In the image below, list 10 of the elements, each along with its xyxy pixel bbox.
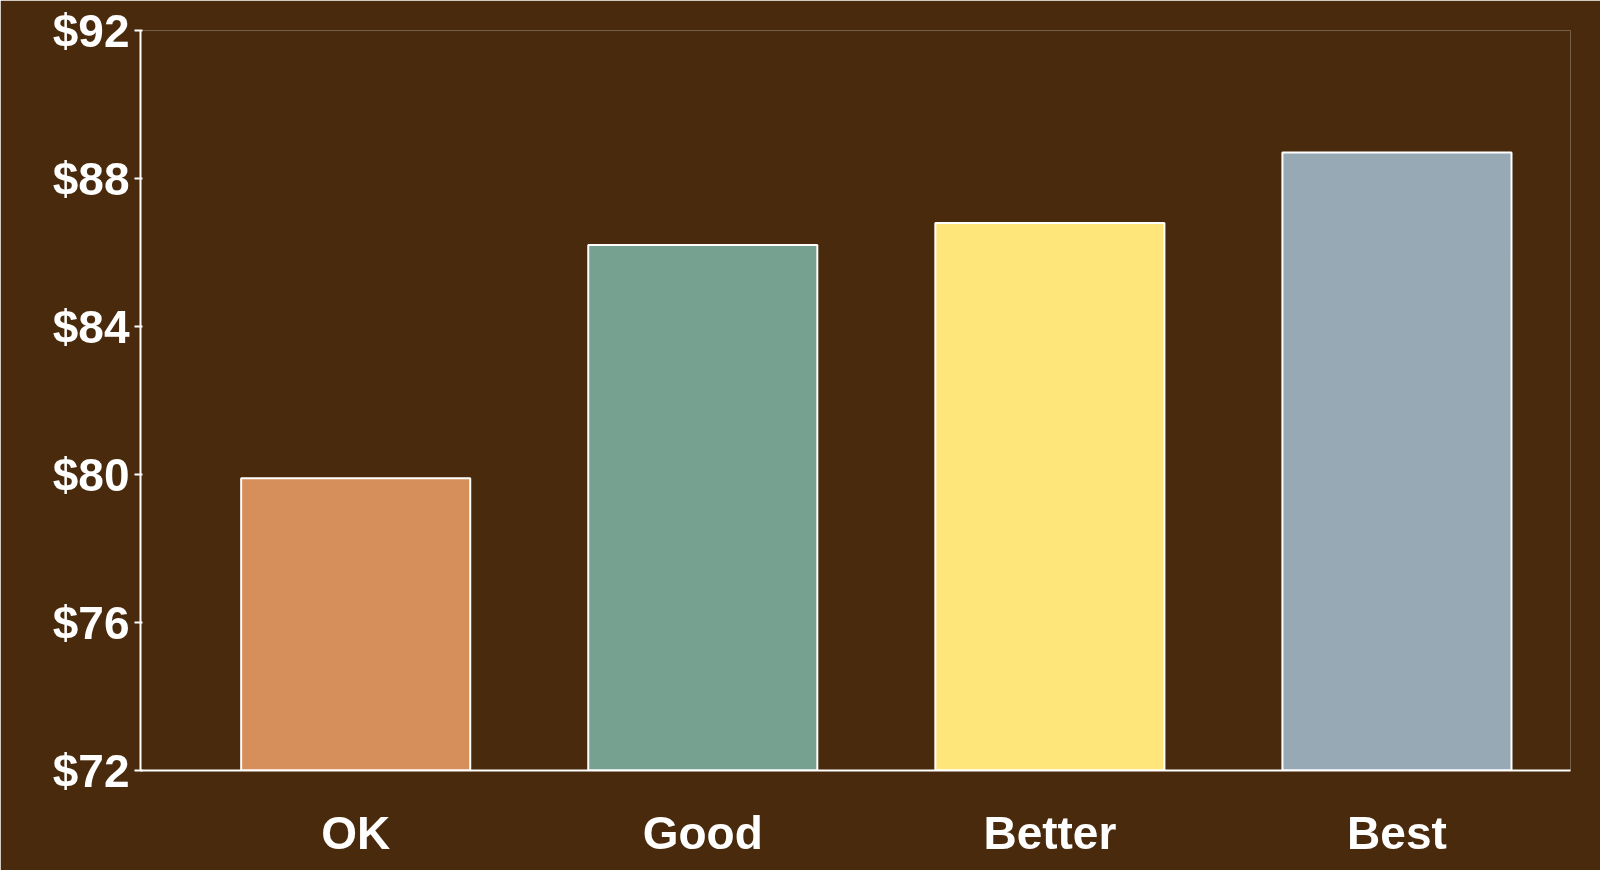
y-tick-label: $88 xyxy=(52,152,130,205)
x-tick-label: Better xyxy=(983,806,1117,859)
y-tick-label: $72 xyxy=(52,744,130,797)
x-tick-label: OK xyxy=(321,806,391,859)
x-tick-label: Good xyxy=(642,806,763,859)
y-tick-label: $84 xyxy=(52,300,130,353)
y-tick-label: $80 xyxy=(52,448,130,501)
y-tick-label: $92 xyxy=(52,4,130,57)
y-tick-label: $76 xyxy=(52,596,130,649)
x-tick-label: Best xyxy=(1347,806,1447,859)
